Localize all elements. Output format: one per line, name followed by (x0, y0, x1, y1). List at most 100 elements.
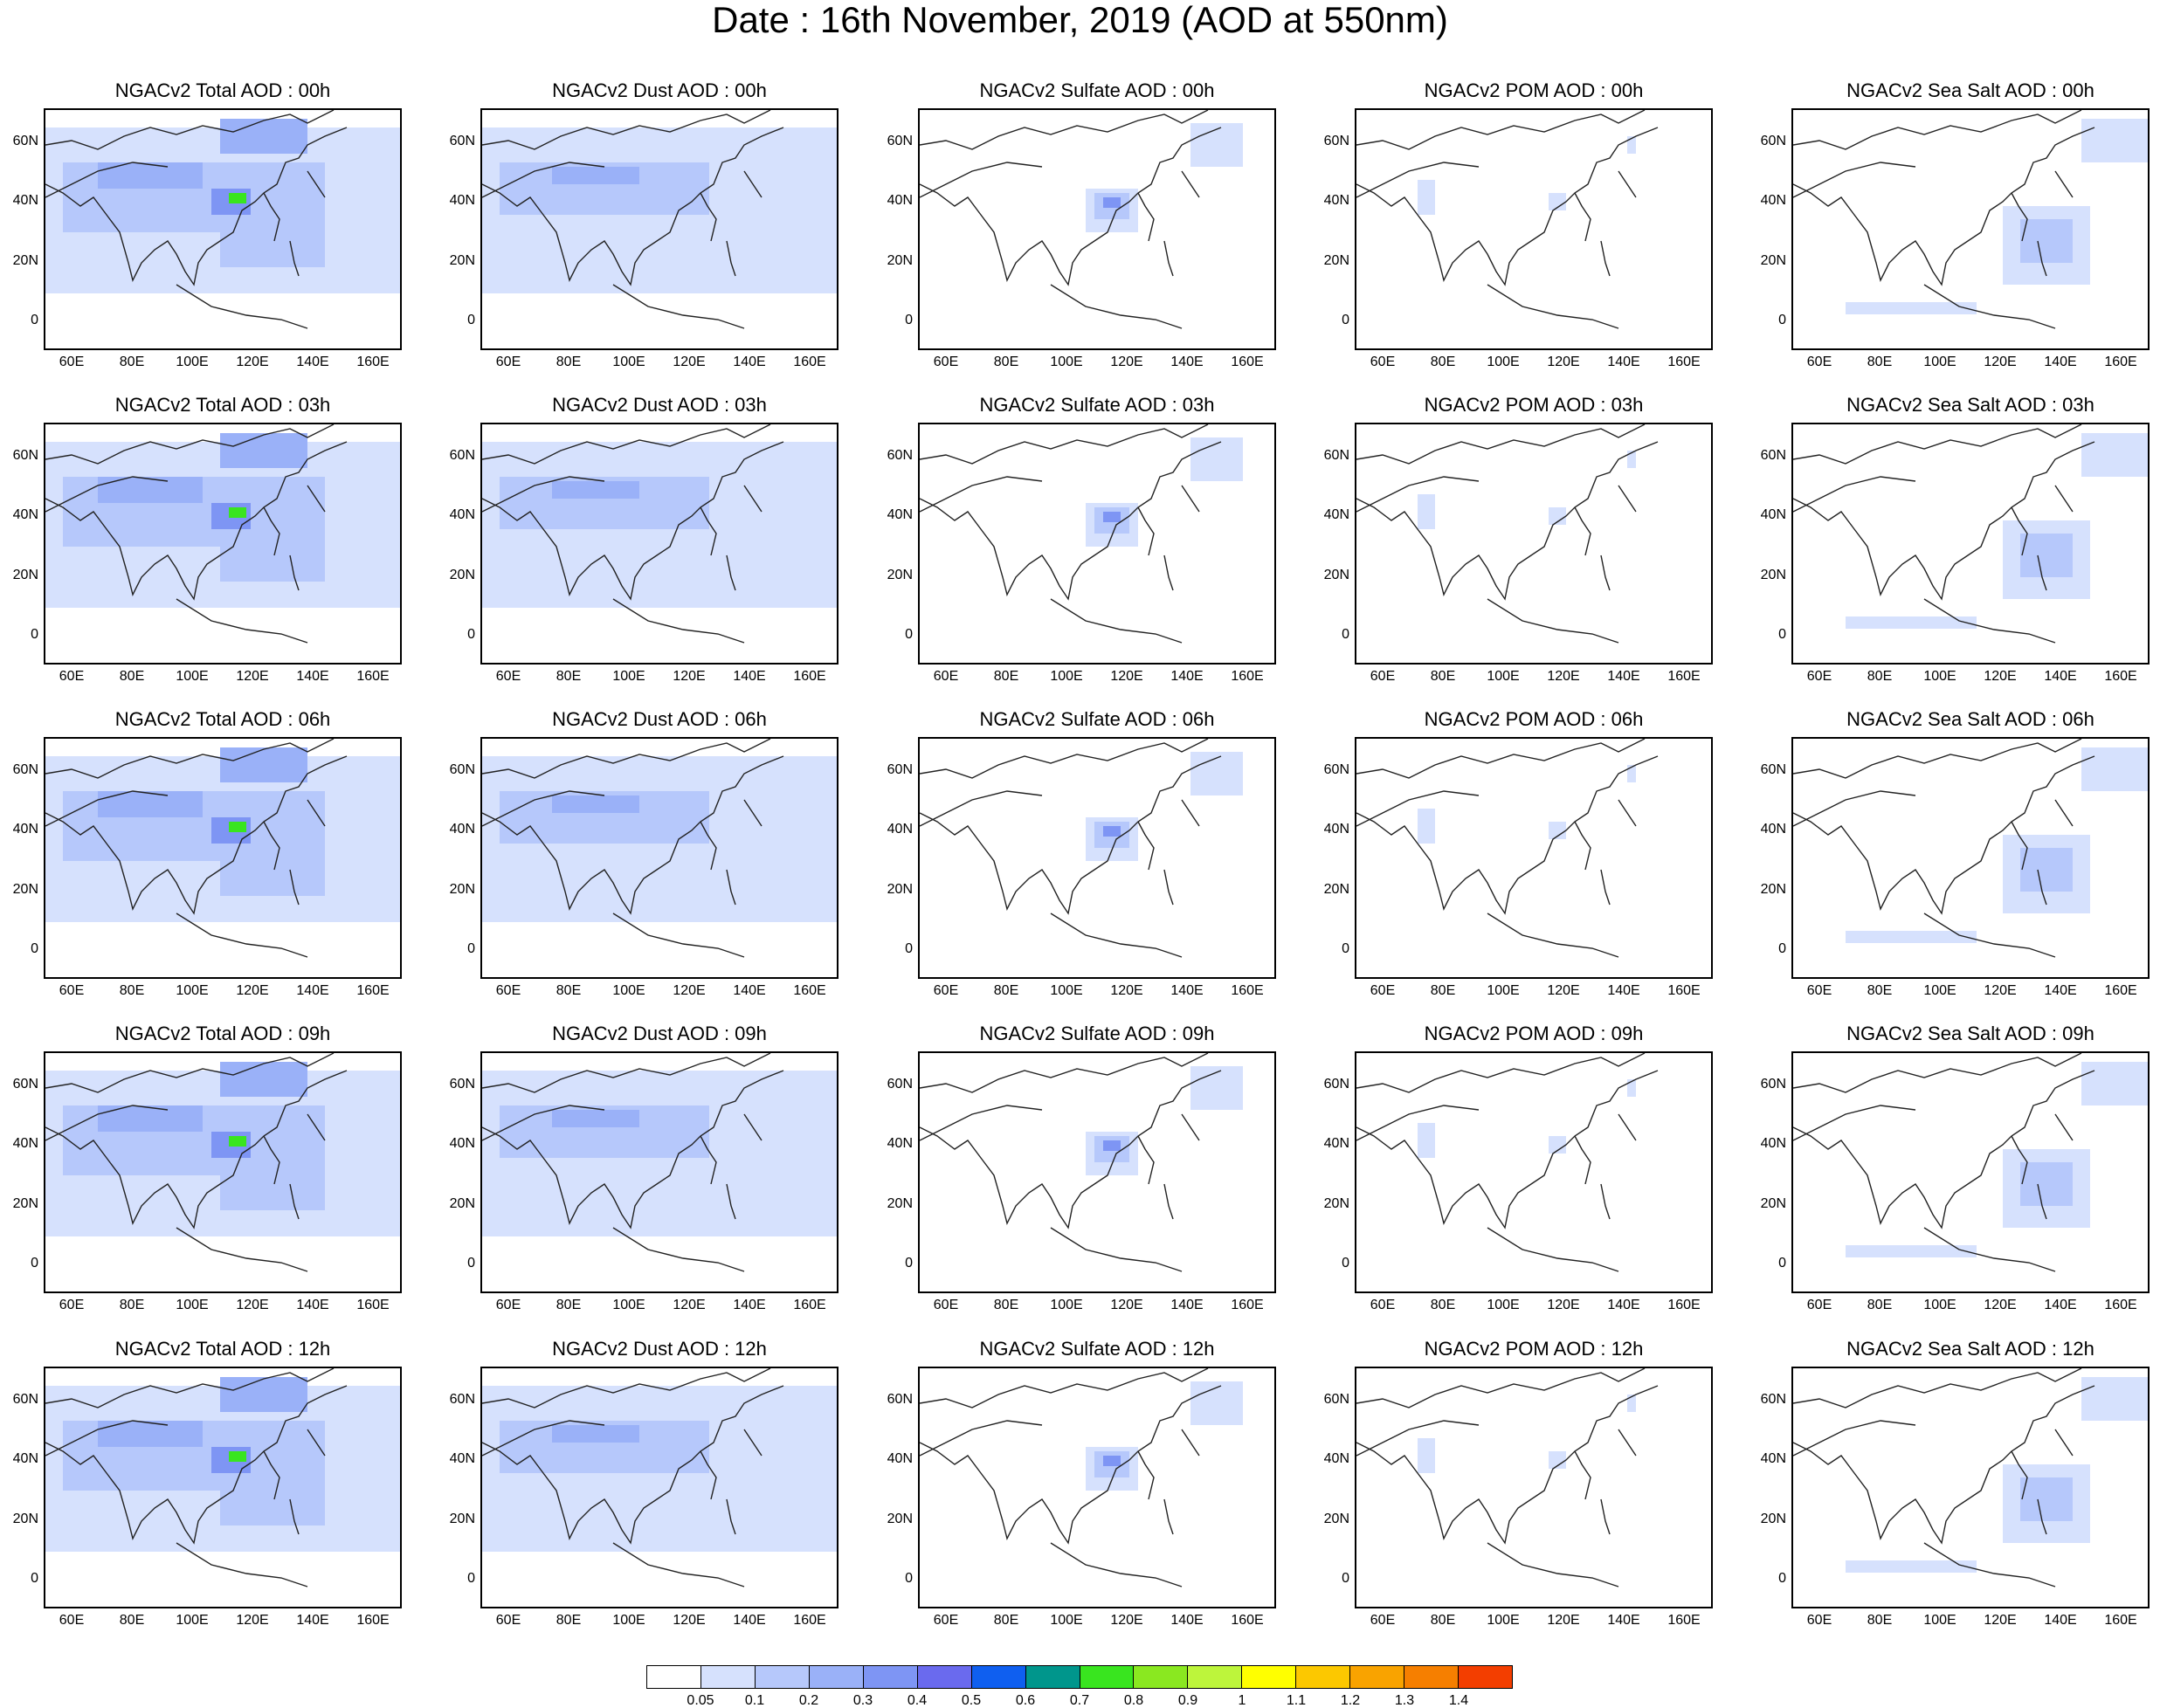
colorbar-label: 1.3 (1394, 1693, 1415, 1708)
lon-tick-label: 160E (2104, 983, 2137, 998)
lon-tick-label: 120E (1110, 1613, 1143, 1628)
lon-tick-label: 160E (1667, 669, 1701, 684)
colorbar-label: 0.2 (798, 1693, 819, 1708)
aerosol-field (98, 791, 203, 817)
lon-tick-label: 80E (1430, 355, 1456, 369)
lon-tick-label: 120E (236, 1298, 269, 1312)
main-title: Date : 16th November, 2019 (AOD at 550nm… (712, 0, 1448, 40)
lat-tick-label: 20N (449, 1512, 475, 1526)
lon-tick-label: 80E (993, 1613, 1019, 1628)
aerosol-field (1549, 1136, 1566, 1154)
lon-tick-label: 100E (1050, 1298, 1083, 1312)
lon-tick-label: 160E (1667, 983, 1701, 998)
lon-tick-label: 60E (495, 983, 521, 998)
lat-tick-label: 40N (1323, 1451, 1349, 1466)
aerosol-field (2081, 119, 2148, 162)
lat-tick-label: 0 (1342, 627, 1349, 642)
aerosol-field (2081, 747, 2148, 791)
map-panel (918, 737, 1276, 979)
lat-tick-label: 0 (31, 1571, 38, 1586)
lat-tick-label: 60N (1323, 448, 1349, 463)
map-panel (1791, 108, 2150, 350)
colorbar-label: 0.9 (1177, 1693, 1198, 1708)
lat-tick-label: 60N (1760, 762, 1786, 777)
lat-tick-label: 60N (1760, 134, 1786, 148)
lon-tick-label: 140E (1170, 355, 1204, 369)
lat-tick-label: 40N (449, 507, 475, 522)
lat-tick-label: 20N (12, 882, 38, 897)
aerosol-field (1627, 136, 1636, 154)
lon-tick-label: 160E (356, 1613, 390, 1628)
lon-tick-label: 80E (993, 1298, 1019, 1312)
map-panel (480, 737, 838, 979)
lon-tick-label: 140E (733, 355, 766, 369)
lat-tick-label: 0 (31, 1256, 38, 1271)
lat-tick-label: 20N (1323, 1512, 1349, 1526)
lon-tick-label: 100E (612, 355, 645, 369)
colorbar-label: 0.7 (1069, 1693, 1090, 1708)
lon-tick-label: 80E (1867, 355, 1893, 369)
lat-tick-label: 20N (1760, 568, 1786, 582)
lon-tick-label: 160E (1231, 1298, 1264, 1312)
map-panel (44, 423, 402, 665)
panel-title: NGACv2 Dust AOD : 09h (552, 1023, 767, 1044)
lat-tick-label: 20N (1323, 882, 1349, 897)
lon-tick-label: 120E (1110, 669, 1143, 684)
lon-tick-label: 100E (1487, 669, 1520, 684)
aerosol-field (98, 477, 203, 503)
coastline (45, 1368, 348, 1587)
coastline (1356, 1053, 1659, 1272)
coastline (1356, 1368, 1659, 1587)
lon-tick-label: 120E (236, 669, 269, 684)
map-panel (480, 108, 838, 350)
colorbar-label: 0.05 (687, 1693, 714, 1708)
lon-tick-label: 140E (733, 669, 766, 684)
lon-tick-label: 80E (119, 355, 145, 369)
lon-tick-label: 60E (933, 1298, 959, 1312)
panel-title: NGACv2 POM AOD : 06h (1424, 708, 1644, 730)
panel-title: NGACv2 Sulfate AOD : 03h (979, 394, 1215, 416)
lat-tick-label: 20N (887, 568, 913, 582)
lat-tick-label: 40N (887, 822, 913, 837)
aerosol-field (1627, 1079, 1636, 1097)
colorbar-box (1080, 1666, 1135, 1688)
colorbar-label: 1.1 (1286, 1693, 1307, 1708)
lon-tick-label: 120E (1984, 1613, 2017, 1628)
map-field (920, 424, 1243, 644)
map-field (482, 739, 837, 958)
lon-tick-label: 80E (556, 1298, 582, 1312)
aerosol-field (1418, 1123, 1435, 1158)
lon-tick-label: 140E (733, 1298, 766, 1312)
map-field (45, 110, 400, 329)
lon-tick-label: 60E (59, 983, 85, 998)
lat-tick-label: 20N (1760, 253, 1786, 268)
aerosol-field (2020, 219, 2073, 263)
lon-tick-label: 60E (1806, 1298, 1832, 1312)
lon-tick-label: 160E (2104, 355, 2137, 369)
aerosol-field (1418, 180, 1435, 215)
coastline (1356, 110, 1659, 329)
lat-tick-label: 20N (887, 1196, 913, 1211)
aerosol-field (2020, 1477, 2073, 1521)
aerosol-field (220, 119, 307, 154)
aerosol-field (1846, 616, 1977, 629)
lat-tick-label: 0 (1342, 313, 1349, 327)
lon-tick-label: 140E (1170, 669, 1204, 684)
aerosol-field (2081, 1377, 2148, 1421)
lon-tick-label: 60E (495, 1613, 521, 1628)
lat-tick-label: 40N (1760, 822, 1786, 837)
coastline (1356, 424, 1659, 644)
aerosol-field (229, 193, 246, 203)
lon-tick-label: 80E (1430, 669, 1456, 684)
panel-title: NGACv2 Total AOD : 00h (114, 79, 331, 101)
lon-tick-label: 160E (1231, 355, 1264, 369)
map-field (1356, 110, 1659, 329)
lat-tick-label: 20N (12, 568, 38, 582)
map-field (45, 424, 400, 644)
lon-tick-label: 100E (612, 1298, 645, 1312)
coastline (45, 1053, 348, 1272)
lon-tick-label: 160E (356, 1298, 390, 1312)
coastline (920, 424, 1222, 644)
map-field (1793, 424, 2148, 644)
lon-tick-label: 80E (556, 669, 582, 684)
